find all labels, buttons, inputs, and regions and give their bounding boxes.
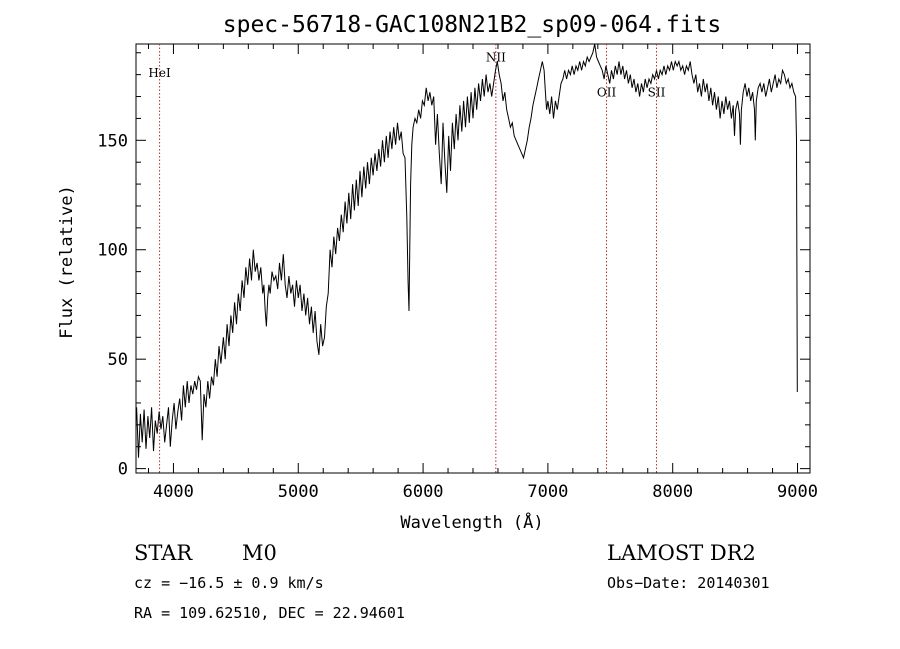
line-marker-label: HeI (148, 66, 171, 80)
object-class: STAR (134, 541, 193, 565)
y-tick-label: 50 (108, 350, 128, 370)
y-axis-ticks: 0 50 100 150 (97, 52, 810, 480)
x-tick-label: 6000 (403, 482, 444, 502)
x-tick-label: 7000 (527, 482, 568, 502)
plot-area: HeI NII OII SII 4000 5000 6000 7000 8000 9000 0 5… (97, 43, 818, 502)
line-marker-label: SII (648, 86, 666, 100)
sky-coordinates: RA = 109.62510, DEC = 22.94601 (134, 604, 405, 622)
x-tick-label: 9000 (777, 482, 818, 502)
y-tick-label: 100 (97, 241, 128, 261)
spectrum-line (136, 43, 798, 458)
plot-frame (135, 43, 811, 474)
y-tick-label: 0 (118, 460, 128, 480)
x-axis-label: Wavelength (Å) (400, 511, 543, 533)
y-tick-label: 150 (97, 131, 128, 151)
emission-line-markers: HeI NII OII SII (148, 44, 666, 473)
observation-date: Obs−Date: 20140301 (607, 574, 770, 592)
x-tick-label: 4000 (153, 482, 194, 502)
x-axis-ticks: 4000 5000 6000 7000 8000 9000 (147, 44, 818, 502)
survey-name: LAMOST DR2 (607, 541, 756, 565)
x-tick-label: 8000 (652, 482, 693, 502)
y-axis-label: Flux (relative) (57, 185, 77, 339)
line-marker-label: NII (486, 51, 506, 65)
chart-title: spec-56718-GAC108N21B2_sp09-064.fits (223, 12, 722, 38)
object-subclass: M0 (242, 541, 277, 565)
x-tick-label: 5000 (278, 482, 319, 502)
line-marker-label: OII (597, 86, 617, 100)
redshift-cz: cz = −16.5 ± 0.9 km/s (134, 574, 324, 592)
